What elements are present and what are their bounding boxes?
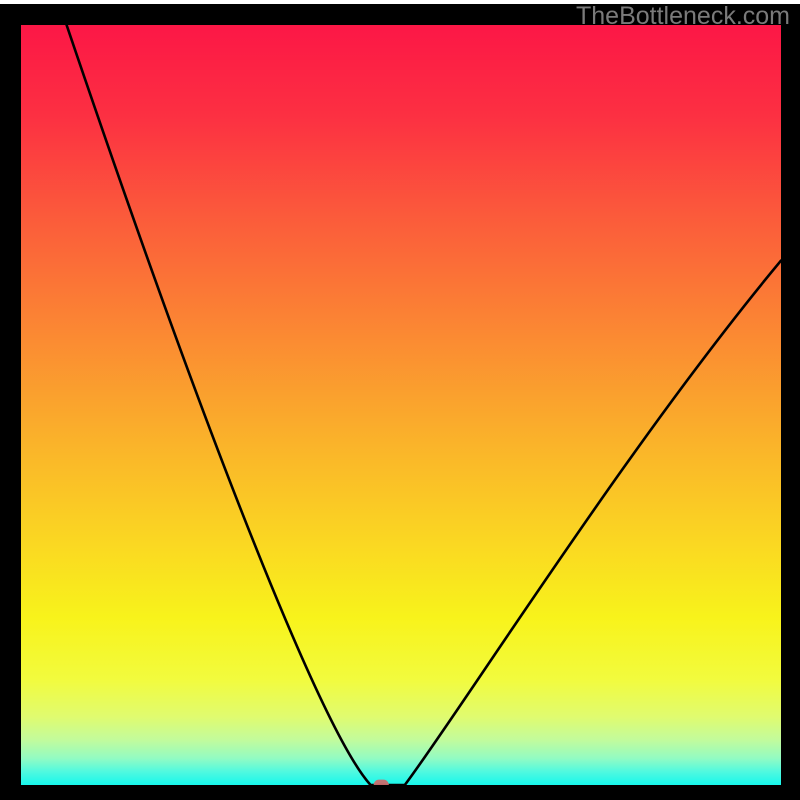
watermark-text: TheBottleneck.com	[576, 2, 790, 31]
bottleneck-chart	[0, 0, 800, 800]
plot-background	[21, 25, 781, 785]
chart-container: TheBottleneck.com	[0, 0, 800, 800]
